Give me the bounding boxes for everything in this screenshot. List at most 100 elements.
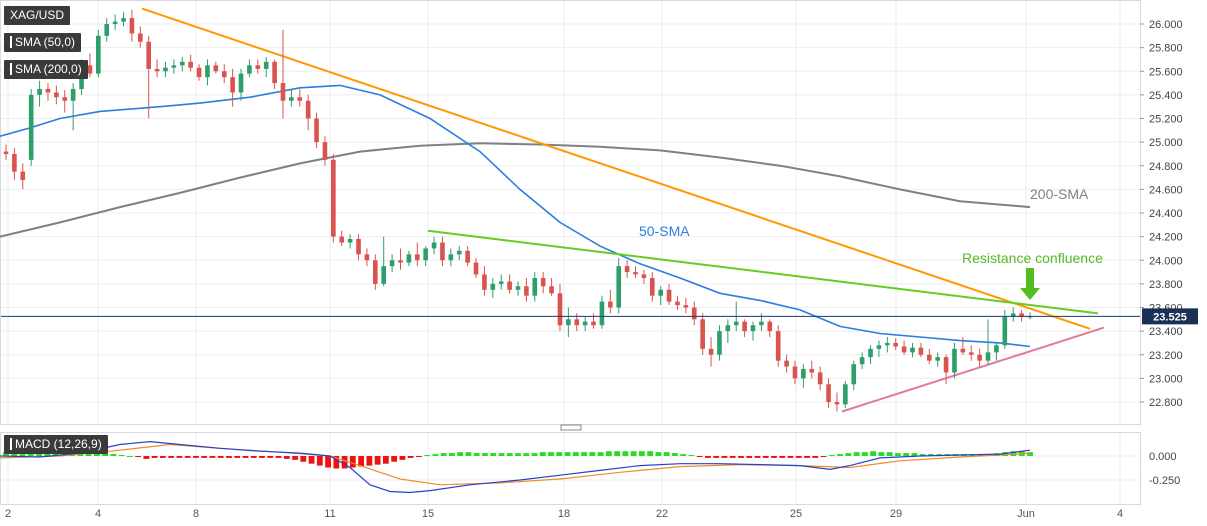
candle-body: [87, 65, 93, 74]
macd-histogram-bar: [787, 456, 794, 458]
macd-histogram-bar: [358, 456, 364, 467]
y-tick-label: 24.200: [1149, 232, 1183, 244]
candle-body: [339, 236, 345, 243]
candle-body: [213, 65, 219, 72]
candle-body: [28, 94, 34, 160]
candle-body: [792, 366, 798, 379]
candle-body: [389, 260, 395, 267]
macd-histogram-bar: [3, 452, 9, 456]
macd-histogram-bar: [275, 456, 282, 458]
candle-body: [498, 281, 504, 284]
candle-body: [414, 254, 420, 261]
candle-body: [473, 262, 479, 275]
macd-histogram-bar: [812, 456, 819, 458]
macd-histogram-bar: [341, 456, 348, 469]
candle-body: [12, 153, 17, 172]
candle-body: [322, 142, 328, 160]
macd-histogram-bar: [688, 455, 695, 457]
candle-body: [733, 321, 739, 326]
candle-body: [171, 65, 177, 68]
macd-histogram-bar: [795, 456, 802, 458]
sma200-tag[interactable]: SMA (200,0): [4, 60, 88, 79]
macd-histogram-bar: [705, 456, 711, 458]
macd-histogram-bar: [407, 456, 414, 458]
candle-body: [767, 321, 773, 332]
macd-histogram-bar: [482, 453, 488, 456]
macd-histogram-bar: [820, 456, 827, 457]
macd-signal-line: [0, 443, 1031, 486]
sma50-tag[interactable]: SMA (50,0): [4, 33, 82, 52]
candle-body: [809, 368, 815, 373]
candle-body: [540, 277, 546, 287]
candle-body: [347, 238, 353, 243]
candle-body: [163, 67, 168, 72]
candle-body: [608, 301, 613, 308]
candle-body: [624, 266, 630, 273]
candle-body: [465, 250, 470, 263]
macd-histogram-bar: [771, 456, 777, 458]
macd-panel-frame: [0, 432, 1141, 505]
y-tick-label: 25.200: [1149, 114, 1183, 126]
sma200-tag-label: SMA (200,0): [15, 62, 82, 76]
candle-body: [507, 281, 512, 290]
macd-histogram-bar: [548, 452, 554, 456]
candle-body: [482, 274, 487, 290]
resistance-confluence-label: Resistance confluence: [962, 250, 1103, 266]
x-tick-label: 2: [5, 508, 11, 520]
macd-histogram-bar: [283, 456, 290, 459]
candle-body: [289, 97, 294, 101]
candle-body: [834, 402, 840, 405]
macd-histogram-bar: [721, 456, 728, 458]
macd-histogram-bar: [102, 453, 108, 456]
candle-body: [20, 171, 26, 180]
y-tick-label: 24.800: [1149, 161, 1183, 173]
macd-histogram-bar: [638, 451, 645, 456]
resistance-arrow-icon: [1020, 268, 1040, 300]
resistance-line: [427, 229, 1099, 315]
candle-body: [45, 88, 51, 93]
y-tick-label: 24.000: [1149, 255, 1183, 267]
candle-body: [851, 364, 857, 385]
macd-histogram-bar: [201, 456, 208, 458]
sma50-line: [0, 84, 1031, 348]
y-tick-label: 23.200: [1149, 350, 1183, 362]
macd-histogram-bar: [473, 453, 480, 456]
candle-body: [826, 384, 831, 402]
macd-histogram-bar: [1027, 452, 1033, 456]
candle-body: [952, 348, 957, 373]
macd-histogram-bar: [27, 452, 34, 456]
candle-body: [901, 346, 907, 353]
macd-histogram-bar: [366, 456, 373, 466]
candle-body: [801, 368, 806, 379]
symbol-tag[interactable]: XAG/USD: [4, 6, 71, 25]
x-tick-label: 4: [95, 508, 101, 520]
macd-histogram-bar: [614, 451, 620, 456]
macd-histogram-bar: [151, 456, 158, 458]
candle-body: [263, 61, 269, 69]
macd-histogram-bar: [209, 456, 216, 458]
candle-body: [137, 33, 143, 42]
macd-histogram-bar: [498, 453, 505, 456]
candle-body: [356, 238, 361, 255]
macd-histogram-bar: [93, 452, 100, 456]
macd-histogram-bar: [250, 456, 257, 458]
macd-histogram-bar: [622, 451, 629, 456]
y-tick-label: 23.400: [1149, 326, 1183, 338]
candle-body: [305, 100, 311, 119]
macd-histogram-bar: [490, 453, 497, 456]
macd-histogram-bar: [349, 456, 356, 468]
macd-histogram-bar: [663, 452, 670, 456]
macd-histogram-bar: [647, 451, 654, 456]
candle-body: [582, 321, 588, 326]
candle-body: [188, 61, 193, 68]
macd-histogram-bar: [837, 454, 843, 456]
downtrend-line: [141, 7, 1091, 330]
macd-tag[interactable]: MACD (12,26,9): [4, 435, 108, 454]
candle-body: [381, 266, 387, 284]
macd-histogram-bar: [242, 456, 249, 458]
macd-histogram-bar: [804, 456, 810, 458]
macd-histogram-bar: [515, 453, 521, 456]
candle-body: [817, 372, 823, 385]
symbol-label: XAG/USD: [10, 8, 65, 22]
x-tick-label: 15: [422, 508, 434, 520]
